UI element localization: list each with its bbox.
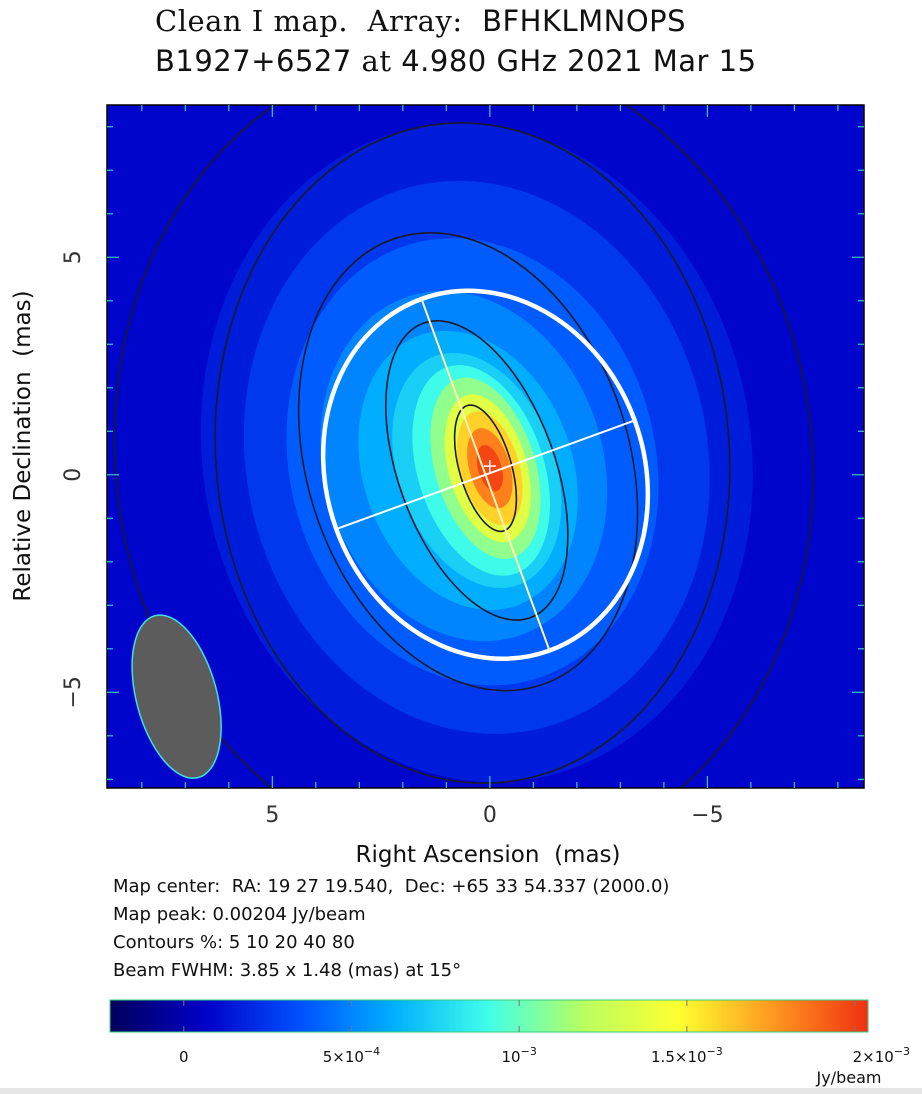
colorbar xyxy=(109,999,869,1033)
x-tick-label: 0 xyxy=(483,803,497,828)
model-minor-axis xyxy=(335,419,636,531)
colorbar-tick-label: 5×10−4 xyxy=(323,1045,380,1066)
colorbar-unit-label: Jy/beam xyxy=(816,1068,882,1087)
x-axis-label: Right Ascension (mas) xyxy=(355,842,620,868)
colorbar-tick-label: 0 xyxy=(179,1048,189,1066)
y-tick-label: −5 xyxy=(61,676,86,708)
title-frequency: 4.980 GHz xyxy=(401,44,558,78)
contour-10-percent xyxy=(214,122,731,784)
colorbar-tick-label: 1.5×10−3 xyxy=(651,1045,723,1066)
chart-title-line2: B1927+6527 at 4.980 GHz 2021 Mar 15 xyxy=(155,44,757,78)
colorbar-tick-label: 2×10−3 xyxy=(853,1045,910,1066)
beam-ellipse xyxy=(131,614,222,779)
title-date: 2021 Mar 15 xyxy=(567,44,757,78)
model-component xyxy=(320,288,651,662)
map-peak-text: Map peak: 0.00204 Jy/beam xyxy=(113,904,366,925)
y-tick-label: 0 xyxy=(61,468,86,482)
contour-40-percent xyxy=(384,320,569,621)
plot-frame xyxy=(106,104,865,789)
contour-80-percent xyxy=(453,404,518,533)
contours-text: Contours %: 5 10 20 40 80 xyxy=(113,932,355,953)
contour-20-percent xyxy=(297,232,639,692)
colorbar-tick-label: 10−3 xyxy=(502,1045,537,1066)
title-array-label: Array: xyxy=(367,4,463,38)
y-tick-label: 5 xyxy=(61,250,86,264)
beam-fwhm-text: Beam FWHM: 3.85 x 1.48 (mas) at 15° xyxy=(113,960,462,981)
contour-5-percent xyxy=(113,105,814,788)
x-tick-label: 5 xyxy=(265,803,279,828)
window-bottom-edge xyxy=(0,1088,922,1094)
title-at: at xyxy=(361,44,392,78)
title-array: BFHKLMNOPS xyxy=(482,4,687,38)
x-tick-label: −5 xyxy=(691,803,723,828)
title-prefix: Clean I map. xyxy=(155,4,349,38)
y-axis-label: Relative Declination (mas) xyxy=(10,290,36,601)
map-center-text: Map center: RA: 19 27 19.540, Dec: +65 3… xyxy=(113,876,670,897)
title-source: B1927+6527 xyxy=(155,44,352,78)
chart-title-line1: Clean I map. Array: BFHKLMNOPS xyxy=(155,4,686,38)
